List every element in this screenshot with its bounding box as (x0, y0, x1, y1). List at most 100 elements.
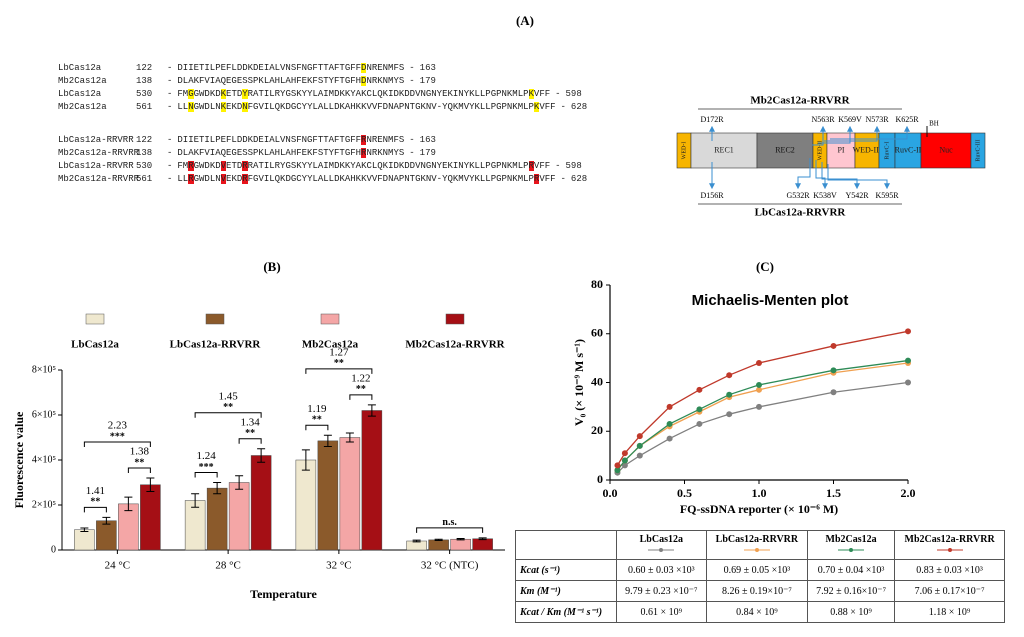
table-row: Kcat (s⁻¹) 0.60 ± 0.03 ×10³ 0.69 ± 0.05 ×1… (515, 559, 1005, 581)
error-bar (456, 538, 465, 541)
significance-bracket (349, 394, 373, 400)
alignment-block: LbCas12a 122- DIIETILPEFLDDKDEIALVNSFNGFTT… (58, 62, 587, 114)
column-name: LbCas12a-RRVRR (715, 534, 799, 545)
series-marker (743, 548, 770, 552)
significance-bracket (194, 472, 218, 478)
series-marker (838, 548, 865, 552)
end-position: 179 (419, 148, 436, 158)
y-tick-label: 4×10⁵ (32, 454, 56, 465)
significance-stars: ** (356, 384, 366, 395)
sequence-name: LbCas12a-RRVRR (58, 135, 134, 145)
map-title: Mb2Cas12a-RRVRR (750, 95, 850, 107)
residues: FM (177, 161, 189, 171)
bar (140, 484, 161, 551)
significance-stars: *** (110, 431, 125, 442)
residues: DLAKFVIAQEGESSPKLAHLAHFEKFSTYFTGFH (177, 76, 362, 86)
domain-label: WED-III (853, 145, 882, 154)
fold-change: 2.23 (108, 420, 128, 432)
end-position: 598 (565, 89, 582, 99)
error-bar (323, 434, 332, 447)
alignment-block: LbCas12a-RRVRR 122- DIIETILPEFLDDKDEIALVNS… (58, 134, 587, 186)
bar (361, 410, 383, 551)
highlighted-residue: R (188, 174, 194, 184)
x-tick-label: 1.5 (826, 486, 841, 500)
data-point (726, 411, 733, 418)
table-cell: 9.79 ± 0.23 ×10⁻⁷ (615, 580, 707, 602)
data-point (905, 357, 911, 364)
series-line (616, 362, 909, 471)
highlighted-residue: N (242, 102, 248, 112)
domain-label: PI (837, 145, 844, 154)
table-cell: 0.88 × 10⁹ (806, 601, 896, 623)
sequence: DLAKFVIAQEGESSPKLAHLAHFEKFSTYFTGFHDNRKNM… (177, 75, 404, 88)
mutation-label: K569V (838, 115, 862, 124)
separator: - (167, 63, 173, 73)
sequence: LLNGWDLNKEKDNFGVILQKDGCYYLALLDKAHKKVVFDN… (177, 101, 556, 114)
residues: EKD (226, 174, 243, 184)
column-name: Mb2Cas12a (825, 534, 877, 545)
data-point (726, 391, 733, 398)
mutation-label: Y542R (845, 191, 869, 200)
error-bar (102, 516, 111, 525)
y-tick-label: 60 (591, 326, 603, 340)
y-axis-label: Fluorescence value (12, 411, 26, 508)
separator: - (167, 148, 173, 158)
series-line (616, 381, 909, 474)
significance-bracket (194, 412, 262, 418)
bar (96, 520, 117, 551)
start-position: 122 (136, 63, 153, 73)
table-cell: 0.60 ± 0.03 ×10³ (615, 559, 707, 581)
residues: FGVILQKDGCYYLALLDKAHKKVVFDNAPNTGKNV-YQKM… (247, 102, 534, 112)
significance-stars: ** (134, 457, 144, 468)
series-marker (648, 548, 675, 552)
residues: EKD (226, 102, 243, 112)
error-bar (478, 537, 487, 541)
end-position: 179 (419, 76, 436, 86)
table-cell: 0.70 ± 0.04 ×10³ (806, 559, 896, 581)
alignment-row: LbCas12a 530- FMGGWDKDKETDYRATILRYGSKYYLAI… (58, 88, 587, 101)
highlighted-residue: R (242, 161, 248, 171)
residues: DLAKFVIAQEGESSPKLAHLAHFEKFSTYFTGFH (177, 148, 362, 158)
y-tick-label: 20 (591, 423, 603, 437)
sequence-name: LbCas12a (58, 63, 102, 73)
column-name: LbCas12a (639, 534, 683, 545)
data-point (905, 328, 911, 335)
x-tick-label: 32 °C (NTC) (421, 560, 479, 572)
residues: VFF (539, 174, 556, 184)
row-label: Kcat (s⁻¹) (515, 559, 617, 581)
residues: FGVILQKDGCYYLALLDKAHKKVVFDNAPNTGKNV-YQKM… (247, 174, 534, 184)
domain-label: Nuc (939, 145, 953, 154)
start-position: 530 (136, 161, 153, 171)
data-point (696, 406, 703, 413)
highlighted-residue: R (188, 161, 194, 171)
legend-label: Mb2Cas12a (302, 339, 359, 351)
table-row: Km (M⁻¹) 9.79 ± 0.23 ×10⁻⁷ 8.26 ± 0.19×10⁻… (515, 580, 1005, 602)
y-tick-label: 2×10⁵ (32, 499, 56, 510)
residues: VFF (533, 161, 551, 171)
significance-stars: ** (223, 402, 233, 413)
column-header: Mb2Cas12a (806, 530, 896, 560)
separator: - (409, 63, 415, 73)
separator: - (560, 102, 566, 112)
x-tick-label: 0.5 (677, 486, 692, 500)
alignment-row: LbCas12a-RRVRR 122- DIIETILPEFLDDKDEIALVNS… (58, 134, 587, 147)
highlighted-residue: G (188, 89, 194, 99)
legend-swatch (205, 313, 225, 325)
sequence-name: Mb2Cas12a (58, 102, 107, 112)
error-bar (434, 538, 443, 542)
alignment-row: LbCas12a 122- DIIETILPEFLDDKDEIALVNSFNGFTT… (58, 62, 587, 75)
highlighted-residue: R (361, 135, 367, 145)
error-bar (124, 496, 133, 512)
separator: - (555, 161, 561, 171)
y-tick-label: 0 (51, 544, 56, 555)
bar (339, 437, 361, 551)
highlighted-residue: D (361, 76, 367, 86)
mutation-arrow (821, 162, 860, 190)
residues: ETD (226, 161, 243, 171)
legend-swatch (320, 313, 340, 325)
panel-label: (B) (263, 259, 280, 274)
error-bar (367, 404, 376, 417)
mutation-label: D172R (700, 115, 724, 124)
marker-dot (947, 548, 952, 552)
bar (428, 539, 449, 551)
